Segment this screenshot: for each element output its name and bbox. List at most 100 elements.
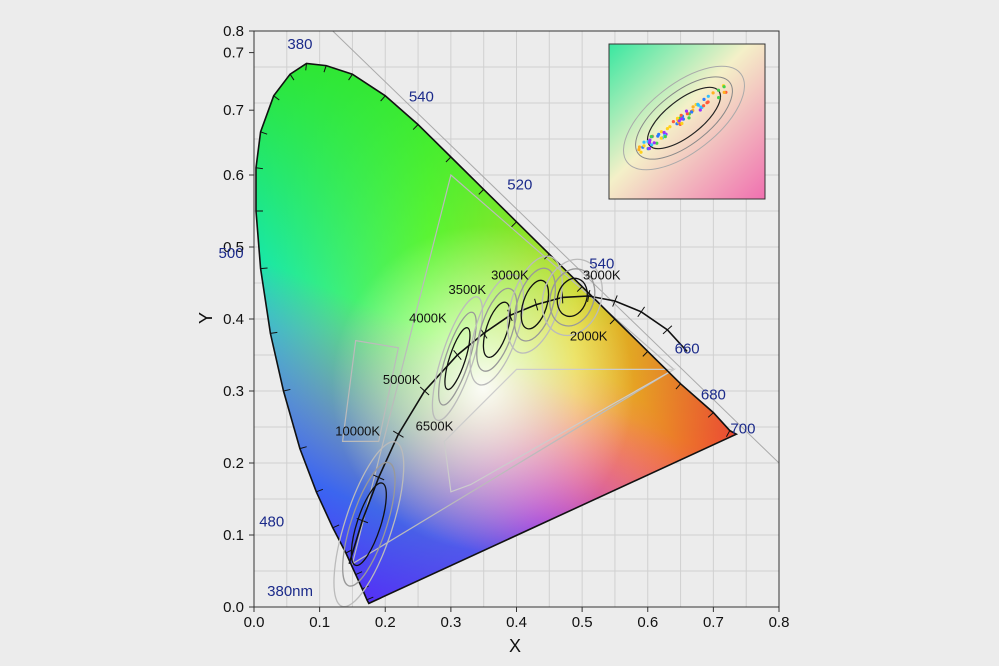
macadam-ellipse bbox=[541, 258, 603, 337]
locus-tick bbox=[316, 488, 324, 493]
x-tick-label: 0.7 bbox=[703, 614, 724, 631]
inset-point bbox=[684, 109, 689, 113]
y-tick-label: 0.2 bbox=[223, 455, 244, 472]
locus-tick bbox=[255, 167, 263, 170]
macadam-ellipse bbox=[438, 311, 477, 406]
cct-label: 3500K bbox=[448, 282, 486, 297]
cct-label: 2000K bbox=[570, 329, 608, 344]
y-tick-label: 0.3 bbox=[223, 383, 244, 400]
locus-tick bbox=[366, 596, 374, 601]
isotherm-tick bbox=[662, 325, 673, 335]
inset-point bbox=[639, 150, 643, 154]
y-tick-label: 0.5 bbox=[223, 239, 244, 256]
locus-tick bbox=[273, 95, 280, 101]
cct-label: 10000K bbox=[335, 424, 380, 439]
cct-label: 5000K bbox=[383, 372, 421, 387]
locus-tick bbox=[299, 446, 307, 450]
locus-tick bbox=[348, 73, 353, 81]
wavelength-label: 480 bbox=[259, 513, 284, 530]
locus-tick bbox=[323, 65, 327, 73]
inset-point bbox=[680, 117, 684, 121]
cct-label: 3000K bbox=[583, 267, 621, 282]
inset-point bbox=[722, 90, 726, 94]
locus-tick bbox=[380, 95, 386, 102]
isotherm-tick bbox=[453, 350, 462, 360]
y-tick-label: 0.0 bbox=[223, 599, 244, 616]
inset-point bbox=[648, 138, 652, 142]
locus-tick bbox=[355, 571, 363, 576]
wavelength-label: 660 bbox=[675, 341, 700, 358]
inset-point bbox=[717, 96, 721, 100]
macadam-ellipse bbox=[556, 277, 588, 318]
inset-zoom-panel bbox=[608, 43, 766, 200]
inset-point bbox=[675, 116, 680, 120]
wavelength-label: 380 bbox=[287, 36, 312, 53]
isotherm-tick bbox=[612, 295, 618, 307]
macadam-ellipse bbox=[506, 255, 563, 354]
locus-tick bbox=[725, 430, 731, 437]
locus-tick bbox=[609, 318, 616, 325]
inset-point bbox=[690, 110, 694, 114]
inset-point bbox=[696, 103, 701, 107]
locus-tick bbox=[576, 286, 583, 292]
inset-point bbox=[663, 135, 667, 139]
inset-point bbox=[716, 88, 721, 92]
locus-tick bbox=[642, 351, 649, 357]
wavelength-label: 700 bbox=[730, 420, 755, 437]
wavelength-label: 680 bbox=[701, 387, 726, 404]
inset-point bbox=[671, 120, 676, 124]
x-tick-label: 0.2 bbox=[375, 614, 396, 631]
inset-point bbox=[649, 135, 653, 139]
inset-point bbox=[652, 141, 656, 145]
inset-point bbox=[655, 141, 659, 145]
macadam-ellipse bbox=[520, 279, 550, 330]
x-tick-label: 0.4 bbox=[506, 614, 527, 631]
macadam-ellipse bbox=[513, 267, 557, 342]
isotherm-tick bbox=[637, 306, 645, 318]
macadam-ellipse bbox=[333, 441, 405, 608]
isotherm-tick bbox=[392, 430, 404, 438]
inset-point bbox=[687, 116, 691, 120]
x-tick-label: 0.1 bbox=[309, 614, 330, 631]
cct-label: 4000K bbox=[409, 311, 447, 326]
locus-tick bbox=[270, 331, 278, 334]
wavelength-label: 520 bbox=[507, 176, 532, 193]
isotherm-tick bbox=[587, 289, 591, 302]
locus-tick bbox=[305, 63, 307, 71]
wavelength-label: 380nm bbox=[267, 583, 313, 600]
x-axis-title: X bbox=[509, 636, 521, 656]
isotherm-tick bbox=[373, 474, 385, 481]
inset-point bbox=[691, 105, 695, 109]
inset-point bbox=[677, 119, 681, 123]
inset-point bbox=[648, 141, 652, 145]
inset-point bbox=[650, 143, 654, 147]
macadam-ellipse bbox=[431, 296, 484, 422]
diagonal-reference-line bbox=[332, 30, 780, 464]
macadam-ellipse bbox=[342, 461, 396, 587]
inset-point bbox=[722, 85, 726, 89]
inset-point bbox=[659, 130, 664, 134]
gamut-polygon-center bbox=[443, 368, 677, 493]
inset-point bbox=[637, 148, 641, 152]
isotherm-tick bbox=[534, 298, 539, 311]
wavelength-label: 540 bbox=[589, 256, 614, 273]
isotherm-tick bbox=[419, 386, 430, 396]
inset-point bbox=[665, 127, 670, 131]
macadam-ellipse bbox=[482, 301, 511, 359]
inset-point bbox=[647, 146, 652, 151]
inset-point bbox=[711, 91, 715, 95]
axes: 0.0 0.1 0.2 0.3 0.4 0.5 0.6 0.7 0.8 0.0 0.1 0.2 0.3 0… bbox=[223, 23, 789, 631]
wavelength-label: 540 bbox=[409, 89, 434, 106]
locus-tick bbox=[445, 156, 452, 163]
y-tick-label: 0.7 bbox=[223, 102, 244, 119]
macadam-ellipse bbox=[476, 287, 518, 372]
x-tick-label: 0.6 bbox=[637, 614, 658, 631]
macadam-ellipses bbox=[333, 255, 603, 608]
locus-tick bbox=[283, 388, 291, 392]
locus-tick bbox=[511, 221, 517, 228]
x-tick-label: 0.8 bbox=[769, 614, 790, 631]
inset-point bbox=[637, 145, 642, 149]
